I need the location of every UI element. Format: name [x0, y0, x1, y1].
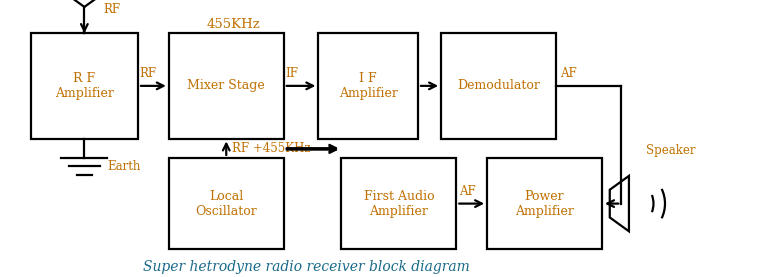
Text: Arial
RF: Arial RF: [104, 0, 132, 16]
Text: Mixer Stage: Mixer Stage: [187, 79, 265, 92]
Text: First Audio
Amplifier: First Audio Amplifier: [364, 189, 434, 218]
Text: R F
Amplifier: R F Amplifier: [55, 72, 114, 100]
Text: RF: RF: [140, 67, 156, 80]
Bar: [341, 158, 456, 249]
Bar: [169, 33, 284, 138]
Text: Speaker: Speaker: [647, 143, 696, 157]
Text: Local
Oscillator: Local Oscillator: [196, 189, 257, 218]
Text: Earth: Earth: [107, 160, 141, 173]
Bar: [31, 33, 138, 138]
Bar: [487, 158, 602, 249]
Text: IF: IF: [285, 67, 298, 80]
Bar: [318, 33, 418, 138]
Text: I F
Amplifier: I F Amplifier: [339, 72, 397, 100]
Text: AF: AF: [560, 67, 577, 80]
Text: Super hetrodyne radio receiver block diagram: Super hetrodyne radio receiver block dia…: [143, 260, 470, 274]
Text: 455KHz: 455KHz: [207, 18, 261, 31]
Bar: [169, 158, 284, 249]
Bar: [441, 33, 556, 138]
Text: Demodulator: Demodulator: [457, 79, 540, 92]
Text: RF +455KHz: RF +455KHz: [232, 142, 311, 155]
Text: Power
Amplifier: Power Amplifier: [515, 189, 574, 218]
Text: AF: AF: [459, 185, 476, 198]
